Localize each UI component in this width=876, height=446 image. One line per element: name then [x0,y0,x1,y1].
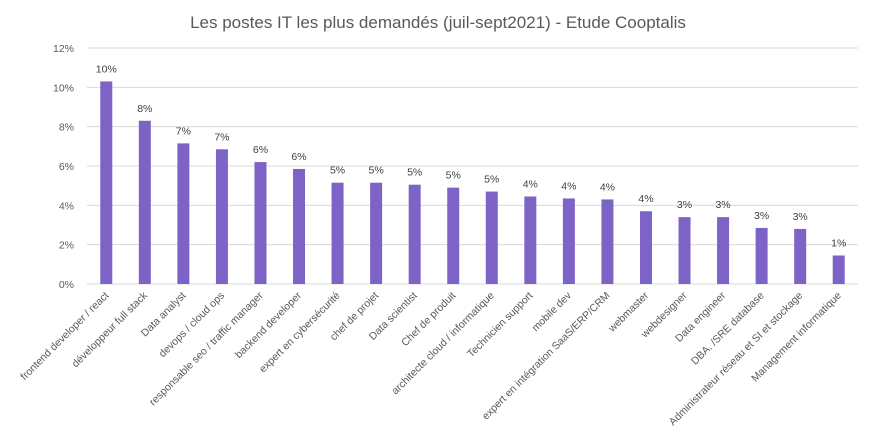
data-label: 4% [561,180,576,192]
y-tick-label: 0% [59,279,74,291]
bar [794,228,807,284]
x-tick-label: backend developer [233,289,305,361]
bars [100,81,845,285]
bar [331,182,344,284]
y-tick-label: 10% [53,82,74,94]
data-label: 6% [291,151,306,163]
data-label: 5% [330,165,345,177]
bar [100,81,113,284]
y-tick-label: 4% [59,200,74,212]
bar [408,184,421,284]
data-label: 1% [831,237,846,249]
data-label: 5% [407,167,422,179]
data-label: 5% [446,170,461,182]
x-tick-label: Technicien support [465,290,535,360]
gridlines [87,47,858,285]
data-labels: 10% 8% 7% 7% 6% 6% 5% 5% 5% 5% 5% 4% 4% 4% 4% 3% 3% 3% 3% 1… [96,63,847,249]
data-label: 4% [638,193,653,205]
data-label: 3% [793,211,808,223]
x-tick-label: développeur full stack [70,289,151,370]
bar [138,120,151,285]
bar [447,187,460,284]
x-tick-label: Administrateur réseau et SI et stockage [667,290,806,429]
bar [177,143,190,284]
y-tick-label: 8% [59,122,74,134]
x-tick-label: DBA. /SRE database [689,290,767,368]
data-label: 7% [176,125,191,137]
data-label: 3% [754,210,769,222]
bar [755,227,768,284]
bar [639,211,652,284]
chart-title: Les postes IT les plus demandés (juil-se… [190,13,686,32]
y-tick-label: 6% [59,161,74,173]
x-tick-label: devops / cloud ops [157,290,227,360]
data-label: 3% [715,199,730,211]
data-label: 8% [137,103,152,115]
data-label: 6% [253,144,268,156]
bar [254,162,267,284]
bar [678,217,691,284]
bar [832,255,845,284]
bar [524,196,537,284]
data-label: 7% [214,131,229,143]
y-tick-label: 2% [59,240,74,252]
bar [293,168,306,284]
bar [717,217,730,284]
data-label: 10% [96,63,117,75]
y-tick-label: 12% [53,43,74,55]
data-label: 4% [600,181,615,193]
y-axis-ticks: 0% 2% 4% 6% 8% 10% 12% [53,43,74,291]
data-label: 5% [484,174,499,186]
bar [601,199,614,284]
bar [562,198,575,284]
data-label: 3% [677,199,692,211]
bar [485,191,498,284]
bar [370,182,383,284]
data-label: 5% [369,165,384,177]
bar [215,149,228,284]
data-label: 4% [523,178,538,190]
